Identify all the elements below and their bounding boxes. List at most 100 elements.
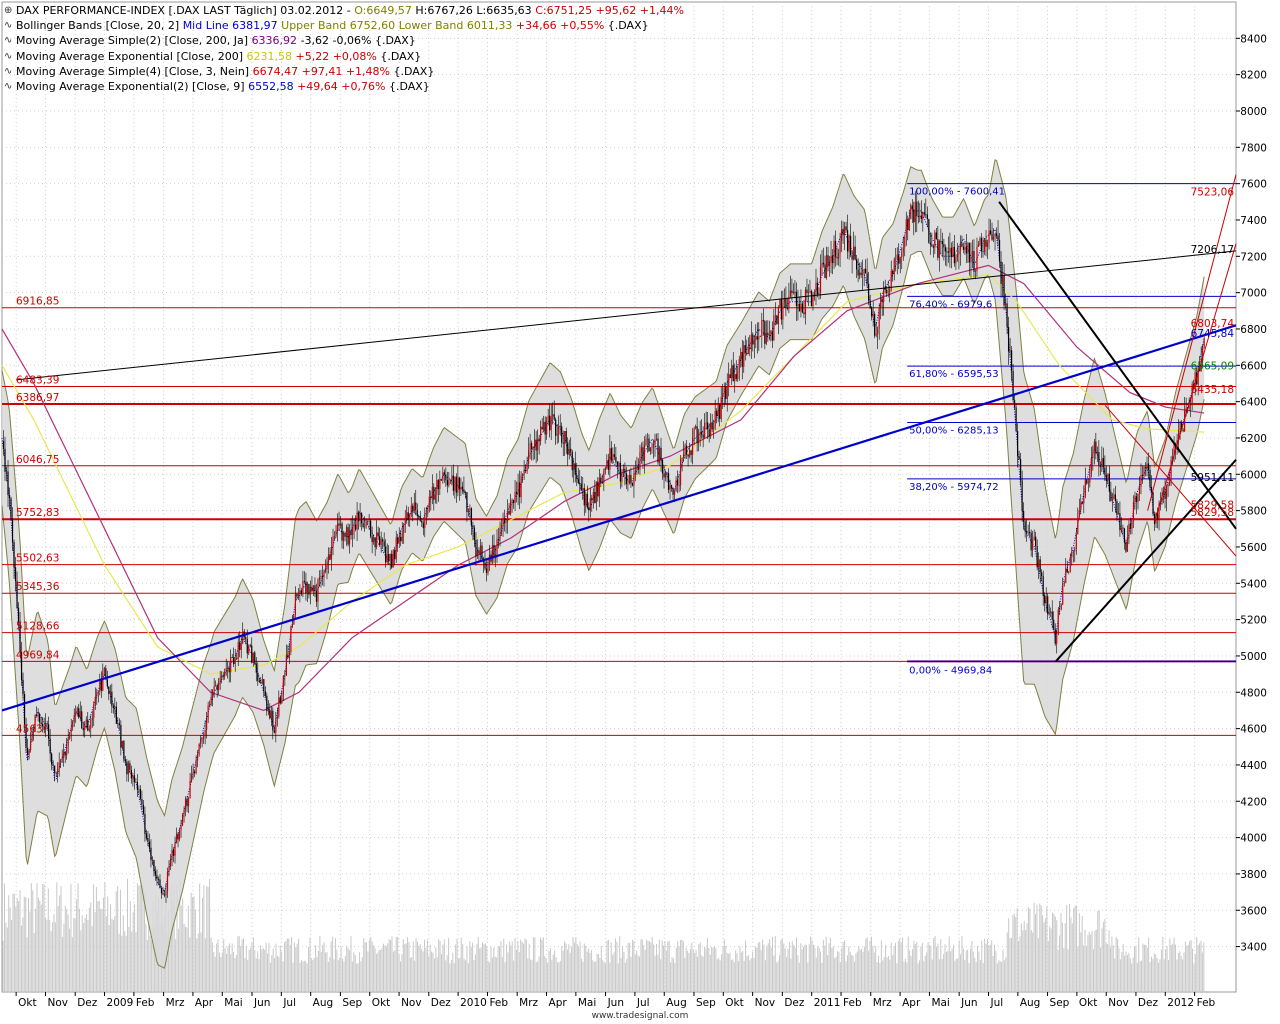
indicator-icon: ∿	[4, 35, 13, 47]
legend-sma3-symbol: {.DAX}	[393, 64, 435, 78]
candle-body	[403, 524, 405, 534]
candle-body	[962, 246, 965, 250]
x-tick-label: Mai	[931, 997, 949, 1009]
candle-body	[367, 521, 369, 522]
candle-body	[342, 532, 345, 541]
legend-bb-upper: 6752,60	[349, 19, 396, 33]
legend-row-ema9[interactable]: ∿ Moving Average Exponential(2) [Close, …	[4, 79, 684, 94]
candle-body	[974, 271, 977, 272]
candle-body	[618, 462, 620, 467]
candle-body	[120, 724, 122, 748]
candle-body	[339, 523, 342, 526]
candle-body	[195, 760, 197, 774]
x-tick-label: Mrz	[519, 997, 538, 1009]
candle-body	[643, 444, 646, 461]
candle-body	[461, 486, 464, 490]
candle-body	[562, 442, 564, 444]
candle-body	[558, 425, 560, 435]
candle-body	[359, 513, 361, 522]
candle-body	[621, 475, 623, 482]
candle-body	[661, 459, 664, 474]
candle-body	[1035, 536, 1037, 547]
level-label: 5128,66	[16, 621, 60, 633]
candle-body	[809, 291, 811, 293]
candle-body	[878, 307, 880, 329]
candle-body	[178, 829, 181, 840]
candle-body	[1113, 494, 1115, 499]
candle-body	[189, 780, 191, 799]
candle-body	[186, 798, 188, 807]
candle-body	[540, 426, 542, 442]
candle-body	[968, 242, 971, 263]
candle-body	[591, 498, 593, 501]
candle-body	[825, 255, 828, 278]
candle-body	[865, 268, 867, 274]
candle-body	[877, 328, 879, 335]
candle-body	[916, 201, 918, 217]
candle-body	[642, 447, 644, 461]
candle-body	[174, 842, 176, 856]
y-tick-label: 7000	[1240, 288, 1267, 300]
candle-body	[487, 563, 489, 573]
candle-body	[734, 374, 736, 382]
candle-body	[34, 715, 36, 732]
candle-body	[695, 426, 697, 429]
candle-body	[711, 422, 713, 430]
candle-body	[314, 585, 316, 592]
candle-body	[117, 723, 119, 725]
candle-body	[910, 205, 912, 219]
candle-body	[73, 714, 75, 721]
candle-body	[830, 255, 832, 263]
legend-row-ema200[interactable]: ∿ Moving Average Exponential [Close, 200…	[4, 49, 684, 64]
legend-ema9-change: +49,64	[297, 80, 338, 94]
candle-body	[341, 523, 343, 541]
legend-row-sma200[interactable]: ∿ Moving Average Simple(2) [Close, 200, …	[4, 33, 684, 48]
candle-body	[142, 804, 145, 814]
candle-body	[518, 482, 521, 498]
candle-body	[428, 496, 430, 510]
candle-body	[1171, 456, 1174, 461]
candle-body	[1041, 572, 1043, 577]
candle-body	[183, 809, 185, 815]
legend-row-main[interactable]: ⊕ DAX PERFORMANCE-INDEX [.DAX LAST Tägli…	[4, 3, 684, 18]
candle-body	[1200, 360, 1202, 372]
candle-body	[1158, 503, 1160, 520]
candle-body	[514, 491, 516, 503]
candle-body	[1006, 303, 1008, 328]
legend-sma3-change: +97,41	[301, 64, 343, 78]
candle-body	[1003, 276, 1005, 306]
candle-body	[713, 427, 715, 430]
legend-row-bollinger[interactable]: ∿ Bollinger Bands [Close, 20, 2] Mid Lin…	[4, 18, 684, 33]
x-tick-label: Mrz	[166, 997, 185, 1009]
candle-body	[1114, 494, 1117, 502]
candle-body	[43, 726, 45, 730]
candle-body	[705, 422, 707, 424]
candle-body	[816, 282, 819, 295]
candle-body	[1089, 473, 1091, 483]
candle-body	[1039, 559, 1041, 573]
candle-body	[934, 232, 936, 248]
legend-bb-symbol: {.DAX}	[607, 19, 649, 33]
candle-body	[1086, 479, 1088, 484]
legend-row-sma3[interactable]: ∿ Moving Average Simple(4) [Close, 3, Ne…	[4, 64, 684, 79]
right-level-label: 6435,18	[1191, 384, 1234, 396]
candle-body	[22, 680, 24, 694]
candle-body	[579, 482, 581, 484]
candle-body	[374, 537, 376, 548]
candle-body	[409, 513, 411, 520]
legend-ema200-name: Moving Average Exponential [Close, 200]	[16, 49, 243, 63]
candle-body	[455, 476, 457, 493]
candle-body	[1038, 559, 1040, 568]
candle-body	[385, 546, 387, 563]
x-tick-label: Okt	[18, 997, 36, 1009]
legend-ema9-symbol: {.DAX}	[388, 80, 430, 94]
y-tick-label: 7200	[1240, 251, 1267, 263]
candle-body	[770, 331, 772, 335]
candle-body	[606, 460, 608, 468]
candle-body	[833, 240, 835, 264]
candle-body	[309, 587, 312, 595]
candle-body	[1132, 501, 1135, 521]
fib-label: 38,20% - 5974,72	[909, 482, 998, 493]
candle-body	[637, 467, 640, 470]
